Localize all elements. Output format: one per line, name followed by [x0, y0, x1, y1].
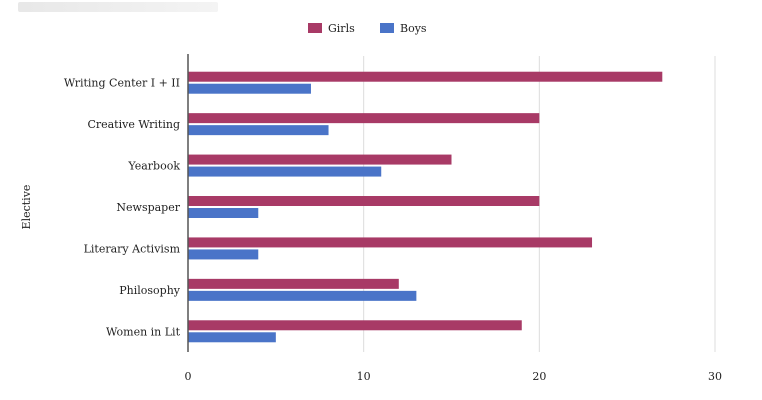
category-label: Yearbook	[127, 160, 180, 173]
bar-girls-3	[188, 154, 452, 165]
y-axis-title: Elective	[20, 185, 33, 230]
bar-boys-6	[188, 290, 417, 301]
legend-label-boys: Boys	[400, 22, 427, 35]
bar-boys-5	[188, 249, 259, 260]
category-label: Writing Center I + II	[64, 77, 180, 90]
category-label: Literary Activism	[84, 242, 181, 255]
legend-swatch-boys	[380, 23, 394, 33]
bar-boys-7	[188, 332, 276, 343]
x-tick-label: 20	[532, 370, 546, 383]
x-tick-label: 0	[185, 370, 192, 383]
legend-swatch-girls	[308, 23, 322, 33]
x-tick-label: 10	[357, 370, 371, 383]
category-label: Newspaper	[116, 201, 180, 214]
bar-girls-4	[188, 196, 540, 206]
bar-girls-6	[188, 278, 399, 289]
legend-label-girls: Girls	[328, 22, 355, 35]
bar-boys-1	[188, 83, 311, 94]
x-tick-label: 30	[708, 370, 722, 383]
bar-boys-2	[188, 125, 329, 136]
category-label: Philosophy	[119, 284, 181, 297]
bar-boys-3	[188, 166, 382, 177]
category-label: Creative Writing	[87, 118, 180, 131]
category-label: Women in Lit	[106, 325, 181, 338]
faded-header-text	[18, 2, 218, 12]
bar-girls-5	[188, 237, 593, 248]
bar-boys-4	[188, 208, 259, 218]
bar-girls-2	[188, 113, 540, 124]
bar-girls-7	[188, 320, 522, 331]
bar-girls-1	[188, 71, 663, 82]
